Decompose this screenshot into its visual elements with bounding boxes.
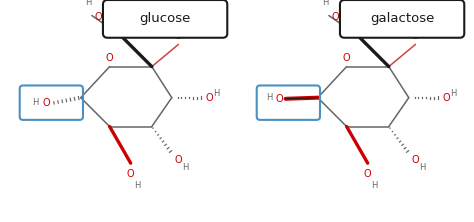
Text: O: O <box>343 53 350 63</box>
Text: H: H <box>421 24 428 33</box>
Text: O: O <box>443 93 450 103</box>
Text: O: O <box>174 155 182 165</box>
Text: H: H <box>213 89 219 98</box>
Text: H: H <box>371 181 378 190</box>
Text: O: O <box>106 53 113 63</box>
Text: galactose: galactose <box>370 12 434 25</box>
Text: H: H <box>182 163 188 172</box>
Text: O: O <box>174 31 182 41</box>
Text: glucose: glucose <box>139 12 191 25</box>
Text: O: O <box>364 169 372 179</box>
Text: H: H <box>450 89 456 98</box>
Text: O: O <box>276 94 283 104</box>
Text: H: H <box>322 0 328 7</box>
Text: H: H <box>184 24 191 33</box>
Text: O: O <box>42 98 50 108</box>
Text: H: H <box>419 163 425 172</box>
FancyBboxPatch shape <box>340 0 464 38</box>
Text: O: O <box>95 12 102 22</box>
Text: O: O <box>411 155 419 165</box>
Text: H: H <box>134 181 141 190</box>
Text: H: H <box>85 0 91 7</box>
Text: O: O <box>206 93 213 103</box>
FancyBboxPatch shape <box>103 0 227 38</box>
Text: O: O <box>411 31 419 41</box>
Text: O: O <box>332 12 339 22</box>
Text: H: H <box>32 98 38 107</box>
Text: H: H <box>266 93 272 102</box>
Text: O: O <box>127 169 135 179</box>
